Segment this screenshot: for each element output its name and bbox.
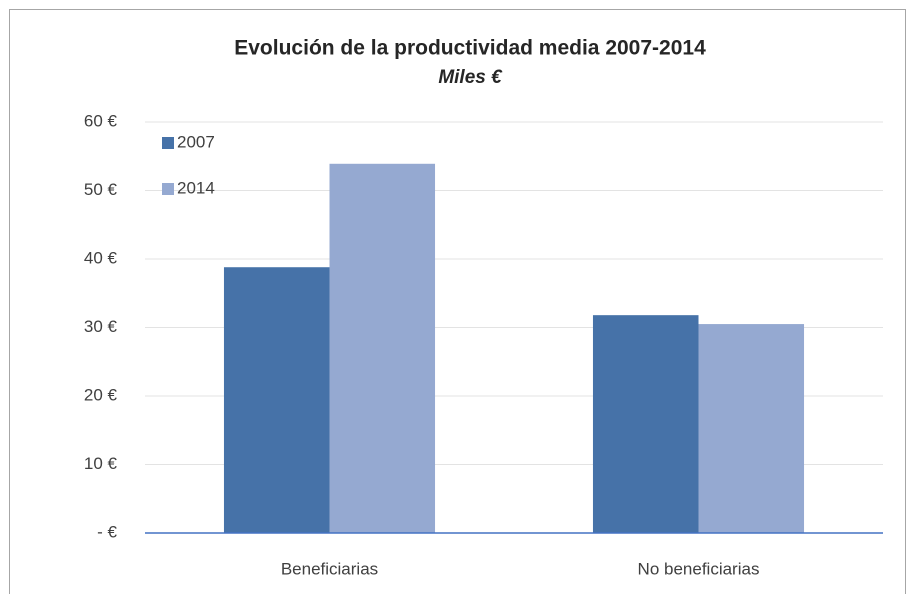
chart-subtitle: Miles €	[438, 67, 503, 88]
bar	[223, 267, 330, 533]
chart-title: Evolución de la productividad media 2007…	[234, 37, 706, 60]
y-tick-label: 40 €	[84, 248, 118, 267]
legend-label: 2007	[177, 132, 215, 151]
y-tick-label: 50 €	[84, 180, 118, 199]
legend-swatch	[162, 137, 174, 149]
y-tick-label: 30 €	[84, 317, 118, 336]
y-tick-label: - €	[97, 522, 117, 541]
y-tick-label: 10 €	[84, 454, 118, 473]
y-tick-label: 60 €	[84, 111, 118, 130]
y-tick-label: 20 €	[84, 385, 118, 404]
legend-swatch	[162, 183, 174, 195]
bar	[592, 315, 699, 533]
x-tick-label: Beneficiarias	[281, 559, 378, 578]
bar	[329, 163, 436, 533]
legend-label: 2014	[177, 178, 215, 197]
x-tick-label: No beneficiarias	[638, 559, 760, 578]
bar	[698, 324, 805, 533]
